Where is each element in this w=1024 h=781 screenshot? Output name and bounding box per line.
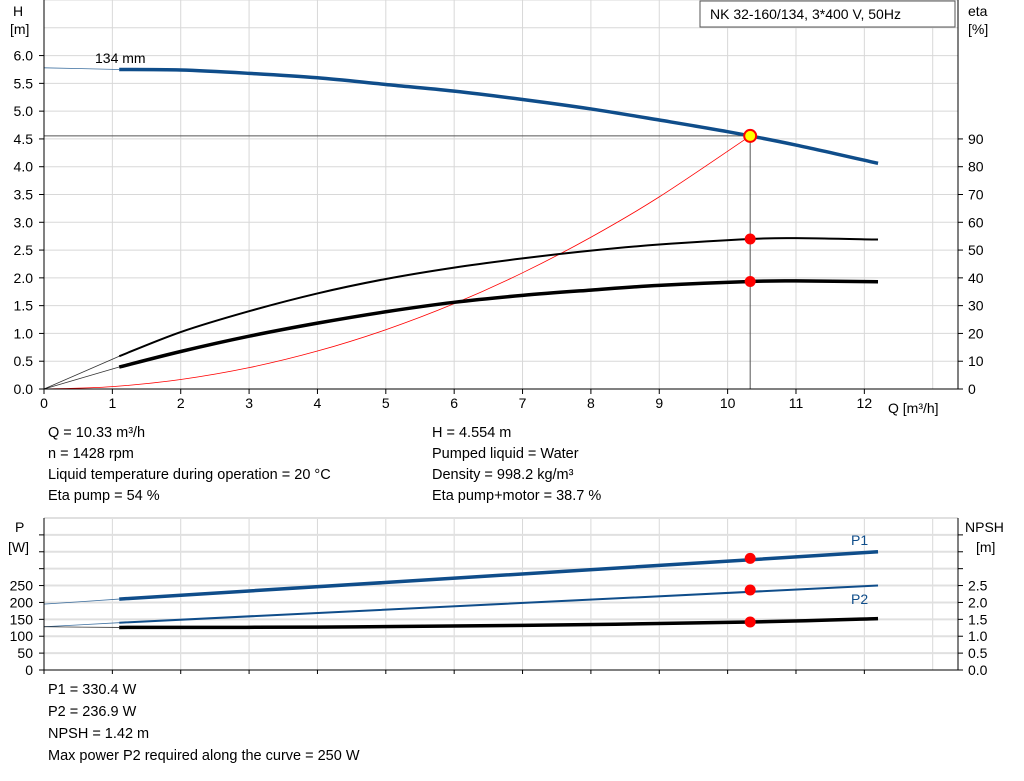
p-tick-label: 150	[10, 611, 34, 627]
h-tick-label: 3.5	[14, 187, 34, 203]
x-tick-label: 4	[314, 395, 322, 411]
x-tick-label: 2	[177, 395, 185, 411]
eta-tick-label: 20	[968, 325, 984, 341]
eta-tick-label: 90	[968, 131, 984, 147]
legend-box	[699, 0, 956, 28]
duty-point-p2	[744, 584, 756, 596]
eta-tick-label: 80	[968, 159, 984, 175]
x-tick-label: 11	[789, 395, 804, 411]
duty-point-npsh	[744, 616, 756, 628]
h-tick-label: 1.0	[14, 325, 34, 341]
npsh-tick-label: 2.0	[968, 594, 988, 610]
p1-curve-extension	[43, 598, 120, 605]
x-tick-label: 7	[519, 395, 527, 411]
eta-tick-label: 30	[968, 298, 984, 314]
info-liquid: Pumped liquid = Water	[432, 446, 579, 462]
head-curve-extension	[43, 67, 120, 70]
x-tick-label: 10	[720, 395, 736, 411]
eta-pump-curve-extension	[43, 355, 120, 390]
h-tick-label: 6.0	[14, 48, 34, 64]
x-tick-label: 5	[382, 395, 390, 411]
p2-curve-extension	[43, 622, 120, 628]
duty-point-head	[743, 128, 758, 143]
eta-axis-title: eta	[968, 3, 988, 19]
x-tick-label: 3	[245, 395, 253, 411]
h-tick-label: 4.0	[14, 159, 34, 175]
h-tick-label: 0.0	[14, 381, 34, 397]
p-tick-label: 200	[10, 594, 34, 610]
npsh-tick-label: 1.5	[968, 611, 988, 627]
p-tick-label: 250	[10, 578, 34, 594]
eta-tick-label: 10	[968, 353, 984, 369]
h-tick-label: 0.5	[14, 353, 34, 369]
x-tick-label: 12	[857, 395, 873, 411]
npsh-axis-unit: [m]	[976, 539, 995, 555]
npsh-tick-label: 0.0	[968, 662, 988, 678]
h-tick-label: 5.0	[14, 103, 34, 119]
eta-tick-label: 0	[968, 381, 976, 397]
duty-point-p1	[744, 552, 756, 564]
info-h: H = 4.554 m	[432, 425, 512, 441]
npsh-curve-extension	[43, 626, 120, 628]
eta-tick-label: 70	[968, 187, 984, 203]
info-npsh: NPSH = 1.42 m	[48, 726, 150, 742]
npsh-tick-label: 2.5	[968, 578, 988, 594]
info-density: Density = 998.2 kg/m³	[432, 467, 574, 483]
eta-total-curve	[118, 279, 879, 369]
eta-tick-label: 60	[968, 214, 984, 230]
duty-point-eta-total	[744, 275, 756, 287]
h-tick-label: 5.5	[14, 75, 34, 91]
p2-label: P2	[851, 591, 868, 607]
p-tick-label: 0	[25, 662, 33, 678]
h-tick-label: 2.5	[14, 242, 34, 258]
x-tick-label: 1	[108, 395, 116, 411]
eta-tick-label: 40	[968, 270, 984, 286]
eta-tick-label: 50	[968, 242, 984, 258]
info-p2: P2 = 236.9 W	[48, 704, 137, 720]
h-tick-label: 3.0	[14, 214, 34, 230]
p-axis-unit: [W]	[8, 539, 29, 555]
p1-label: P1	[851, 532, 868, 548]
eta-axis-unit: [%]	[968, 21, 988, 37]
p1-curve	[119, 550, 879, 601]
system-curve	[43, 135, 751, 390]
p-tick-label: 100	[10, 628, 34, 644]
chart-title: NK 32-160/134, 3*400 V, 50Hz	[710, 6, 901, 22]
h-tick-label: 1.5	[14, 298, 34, 314]
eta-total-curve-extension	[43, 366, 120, 390]
p2-curve	[119, 584, 879, 624]
x-tick-label: 9	[655, 395, 663, 411]
info-eta-pump: Eta pump = 54 %	[48, 488, 160, 504]
info-p1: P1 = 330.4 W	[48, 682, 137, 698]
p-tick-label: 50	[17, 645, 33, 661]
h-axis-unit: [m]	[10, 21, 29, 37]
duty-point-eta-pump	[744, 233, 756, 245]
q-axis-title: Q [m³/h]	[888, 400, 939, 416]
h-tick-label: 4.5	[14, 131, 34, 147]
x-tick-label: 8	[587, 395, 595, 411]
npsh-axis-title: NPSH	[965, 519, 1004, 535]
head-curve	[119, 67, 879, 166]
p-axis-title: P	[15, 519, 24, 535]
info-speed: n = 1428 rpm	[48, 446, 134, 462]
info-temperature: Liquid temperature during operation = 20…	[48, 467, 331, 483]
x-tick-label: 0	[40, 395, 48, 411]
curve-label: 134 mm	[95, 50, 146, 66]
info-max-p2: Max power P2 required along the curve = …	[48, 748, 360, 764]
h-axis-title: H	[13, 3, 23, 19]
h-tick-label: 2.0	[14, 270, 34, 286]
npsh-tick-label: 1.0	[968, 628, 988, 644]
x-tick-label: 6	[450, 395, 458, 411]
info-eta-total: Eta pump+motor = 38.7 %	[432, 488, 602, 504]
npsh-curve	[119, 616, 879, 630]
npsh-tick-label: 0.5	[968, 645, 988, 661]
info-q: Q = 10.33 m³/h	[48, 425, 146, 441]
